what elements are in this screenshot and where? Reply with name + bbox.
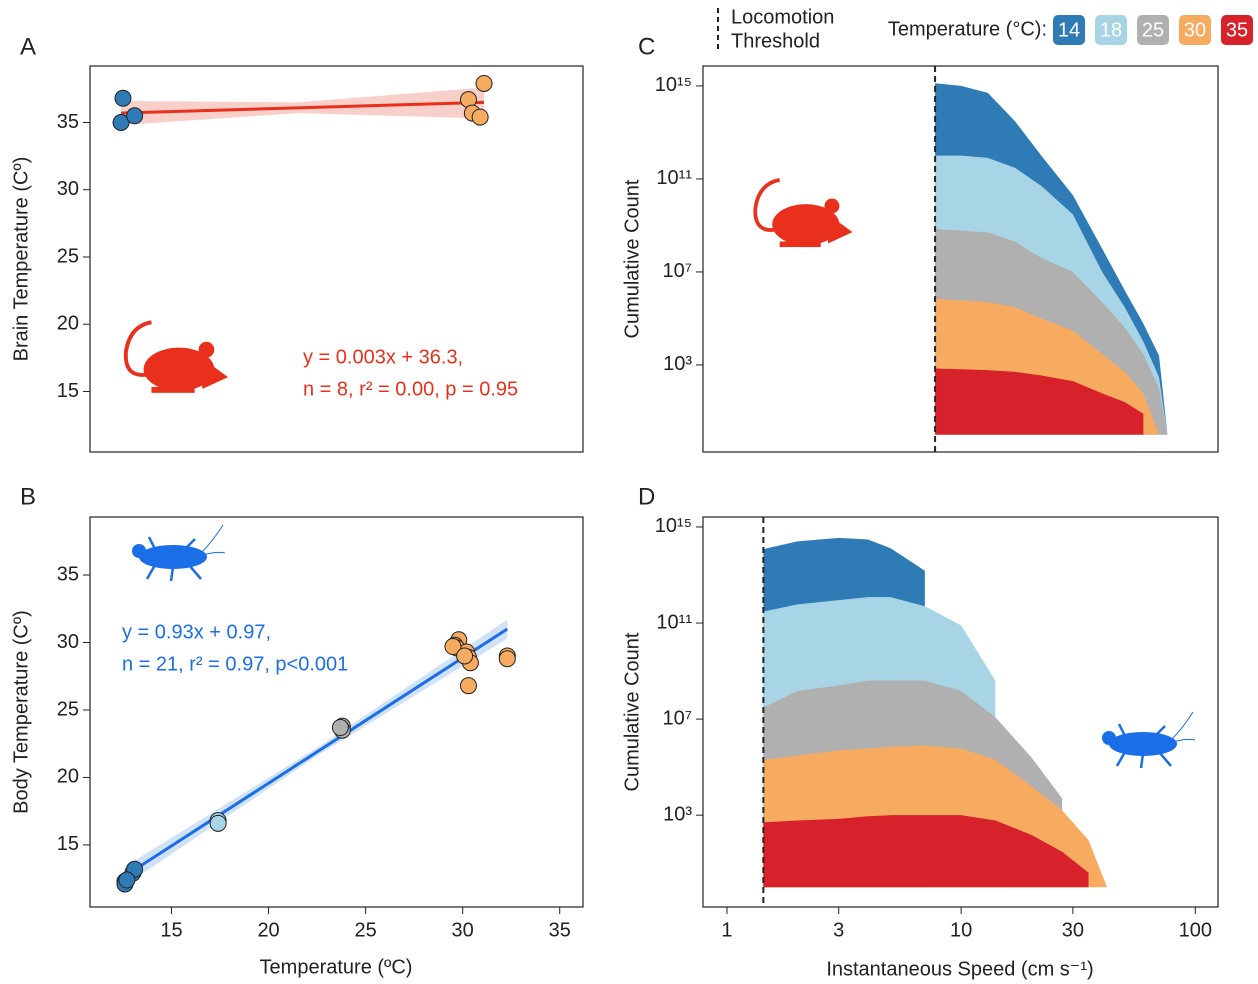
legend-label: 18 — [1100, 19, 1122, 41]
area — [763, 815, 1089, 888]
data-point — [456, 647, 474, 665]
y-tick-label: 25 — [57, 698, 79, 720]
y-tick-label: 25 — [57, 245, 79, 267]
x-tick-label: 20 — [257, 919, 279, 941]
y-tick-label: 20 — [57, 313, 79, 335]
cockroach-icon — [1100, 710, 1195, 770]
area — [935, 368, 1144, 435]
y-axis-label: Brain Temperature (Cº) — [10, 157, 32, 362]
y-tick-label: 10³ — [663, 803, 692, 825]
x-tick-label: 30 — [1062, 919, 1084, 941]
x-tick-label: 100 — [1179, 919, 1212, 941]
panel-label: D — [638, 483, 655, 510]
legend-label: 30 — [1184, 19, 1206, 41]
y-axis-label: Cumulative Count — [621, 632, 643, 791]
legend-label: 14 — [1058, 19, 1080, 41]
data-point — [209, 814, 227, 832]
y-axis-label: Body Temperature (Cº) — [10, 610, 32, 814]
annotation: n = 8, r² = 0.00, p = 0.95 — [303, 378, 518, 400]
y-tick-label: 10¹¹ — [656, 611, 692, 633]
data-point — [459, 677, 477, 695]
cockroach-icon — [130, 523, 225, 583]
y-tick-label: 15 — [57, 833, 79, 855]
data-point — [444, 638, 462, 656]
legend-label: 35 — [1226, 19, 1248, 41]
data-point — [118, 871, 136, 889]
legend-swatch — [1179, 15, 1211, 45]
x-axis-label: Instantaneous Speed (cm s⁻¹) — [826, 958, 1093, 980]
legend-swatch — [1137, 15, 1169, 45]
x-tick-label: 1 — [721, 919, 732, 941]
plot-frame — [89, 65, 584, 453]
legend-threshold-label: Locomotion — [731, 6, 834, 28]
x-tick-label: 25 — [354, 919, 376, 941]
panel-label: B — [20, 483, 36, 510]
y-tick-label: 15 — [57, 380, 79, 402]
x-tick-label: 30 — [452, 919, 474, 941]
legend-swatch — [1053, 15, 1085, 45]
y-tick-label: 10¹⁵ — [655, 515, 692, 537]
x-axis-label: Temperature (ºC) — [260, 956, 413, 978]
panel-label: C — [638, 33, 655, 60]
y-tick-label: 10⁷ — [663, 260, 692, 282]
fit-line — [121, 100, 485, 115]
plot-frame — [89, 516, 584, 908]
legend-title: Temperature (°C): — [888, 18, 1047, 40]
data-point — [475, 74, 493, 92]
y-tick-label: 10³ — [663, 353, 692, 375]
data-point — [498, 650, 516, 668]
x-tick-label: 10 — [950, 919, 972, 941]
data-point — [331, 719, 349, 737]
data-point — [471, 108, 489, 126]
y-tick-label: 35 — [57, 111, 79, 133]
fit-line — [124, 627, 509, 878]
annotation: y = 0.93x + 0.97, — [122, 621, 271, 643]
legend-swatch — [1221, 15, 1253, 45]
plot-frame — [702, 65, 1219, 453]
annotation: y = 0.003x + 36.3, — [303, 346, 463, 368]
y-tick-label: 30 — [57, 178, 79, 200]
y-tick-label: 30 — [57, 631, 79, 653]
y-tick-label: 10¹¹ — [656, 167, 692, 189]
y-axis-label: Cumulative Count — [621, 179, 643, 338]
x-tick-label: 15 — [160, 919, 182, 941]
legend-swatch — [1095, 15, 1127, 45]
x-tick-label: 3 — [833, 919, 844, 941]
mouse-icon — [123, 320, 230, 394]
panel-label: A — [20, 33, 36, 60]
y-tick-label: 35 — [57, 563, 79, 585]
annotation: n = 21, r² = 0.97, p<0.001 — [122, 653, 348, 675]
legend-label: 25 — [1142, 19, 1164, 41]
y-tick-label: 10¹⁵ — [655, 74, 692, 96]
data-point — [112, 113, 130, 131]
mouse-icon — [753, 178, 855, 248]
data-point — [114, 89, 132, 107]
x-tick-label: 35 — [549, 919, 571, 941]
y-tick-label: 20 — [57, 766, 79, 788]
data-point — [126, 107, 144, 125]
legend-threshold-label: Threshold — [731, 30, 820, 52]
y-tick-label: 10⁷ — [663, 707, 692, 729]
plot-frame — [702, 516, 1219, 908]
